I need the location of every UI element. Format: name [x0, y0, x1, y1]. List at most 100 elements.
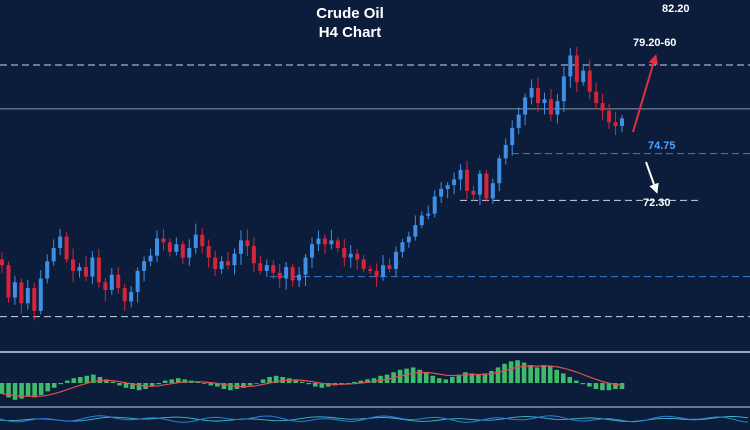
- candle-body: [232, 253, 237, 266]
- candle-body: [529, 87, 534, 98]
- candle-body: [368, 268, 373, 271]
- macd-bar: [228, 383, 233, 391]
- macd-bar: [12, 383, 18, 400]
- macd-bar: [547, 366, 553, 383]
- macd-bar: [312, 383, 318, 387]
- candle-body: [303, 257, 308, 275]
- macd-bar: [365, 379, 370, 383]
- candle-body: [581, 70, 586, 83]
- candle-body: [607, 110, 612, 123]
- candle-body: [503, 145, 508, 159]
- candle-body: [536, 87, 541, 104]
- macd-bar: [521, 362, 527, 383]
- candle-body: [542, 99, 547, 104]
- macd-bar: [202, 383, 207, 384]
- macd-bar: [0, 383, 5, 394]
- candle-body: [297, 274, 302, 281]
- candle-body: [174, 244, 179, 252]
- candle-body: [387, 265, 392, 269]
- support-label: 72.30: [643, 197, 671, 209]
- macd-bar: [130, 383, 135, 389]
- candle-body: [142, 261, 147, 271]
- candle-body: [484, 173, 489, 199]
- macd-bar: [6, 383, 11, 398]
- macd-bar: [195, 381, 201, 383]
- macd-bar: [162, 380, 168, 383]
- macd-bar: [84, 375, 90, 383]
- candle-body: [600, 103, 605, 111]
- macd-bar: [476, 374, 481, 383]
- macd-bar: [58, 383, 64, 385]
- macd-bar: [241, 383, 246, 388]
- candle-body: [83, 267, 88, 277]
- candle-body: [310, 244, 314, 258]
- macd-bar: [97, 377, 103, 383]
- macd-bar: [319, 383, 325, 388]
- candle-body: [613, 122, 618, 126]
- candle-body: [516, 114, 521, 128]
- macd-bar: [619, 383, 625, 389]
- candle-body: [587, 70, 592, 92]
- top-level-label: 82.20: [662, 3, 690, 15]
- macd-bar: [45, 383, 50, 392]
- candlesticks: [0, 47, 624, 321]
- macd-bar: [410, 367, 416, 383]
- candle-body: [96, 257, 101, 283]
- macd-bar: [613, 383, 618, 389]
- candle-body: [161, 238, 166, 243]
- oscillator-line-2: [0, 416, 749, 422]
- macd-bar: [417, 369, 422, 383]
- macd-bar: [495, 367, 501, 383]
- macd-bar: [19, 383, 24, 399]
- candle-body: [477, 173, 482, 195]
- candle-body: [465, 169, 469, 191]
- resistance-label: 79.20-60: [633, 37, 677, 49]
- projection-arrows: [632, 54, 659, 194]
- candle-body: [32, 288, 37, 311]
- candle-body: [374, 270, 379, 277]
- candle-body: [594, 91, 599, 104]
- macd-bar: [560, 373, 566, 383]
- macd-bar: [482, 373, 488, 383]
- candle-body: [122, 288, 127, 302]
- macd-bar: [541, 365, 546, 383]
- candle-body: [432, 196, 437, 214]
- candle-body: [148, 255, 153, 262]
- macd-bar: [430, 375, 436, 383]
- macd-bar: [254, 383, 259, 384]
- candle-body: [19, 282, 24, 304]
- candle-body: [342, 248, 347, 258]
- macd-bar: [515, 360, 520, 383]
- candle-body: [206, 246, 211, 258]
- candle-body: [213, 257, 218, 269]
- macd-bar: [51, 383, 57, 388]
- candle-body: [0, 259, 4, 266]
- candle-body: [135, 270, 140, 292]
- chart-subtitle: H4 Chart: [318, 24, 382, 41]
- macd-bar: [78, 377, 83, 383]
- candle-body: [155, 238, 159, 256]
- candle-body: [25, 288, 30, 304]
- candle-body: [64, 236, 69, 260]
- candle-body: [245, 240, 250, 247]
- candle-body: [322, 238, 327, 245]
- candle-body: [238, 240, 243, 254]
- macd-bar: [436, 378, 442, 383]
- candle-body: [400, 242, 405, 252]
- oscillator-line-1: [0, 415, 749, 423]
- macd-bar: [136, 383, 142, 391]
- macd-bar: [502, 363, 507, 383]
- candle-body: [361, 259, 366, 269]
- macd-bar: [378, 375, 383, 383]
- macd-signal-line: [1, 365, 623, 398]
- macd-bar: [273, 375, 279, 383]
- candle-body: [381, 265, 386, 277]
- macd-bar: [554, 369, 560, 383]
- macd-bar: [91, 374, 96, 383]
- macd-bar: [25, 383, 31, 397]
- macd-bar: [339, 383, 344, 385]
- candle-body: [316, 238, 321, 245]
- macd-bar: [215, 383, 220, 387]
